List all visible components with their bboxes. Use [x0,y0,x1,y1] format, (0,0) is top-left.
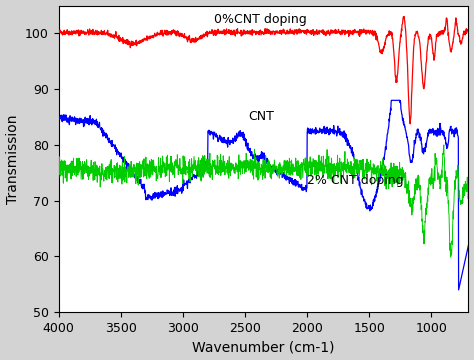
Text: 2% CNT doping: 2% CNT doping [307,174,404,187]
Text: 0%CNT doping: 0%CNT doping [214,13,307,26]
Text: CNT: CNT [249,110,274,123]
Y-axis label: Transmission: Transmission [6,114,19,204]
X-axis label: Wavenumber (cm-1): Wavenumber (cm-1) [192,341,335,355]
